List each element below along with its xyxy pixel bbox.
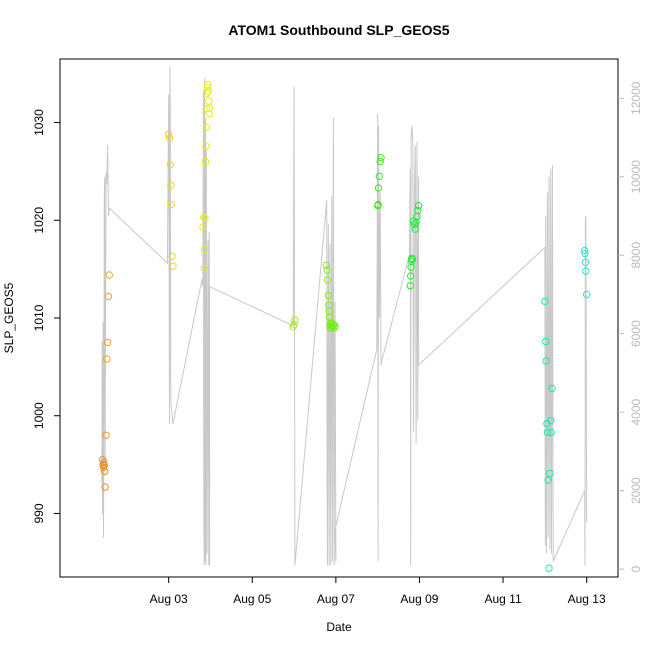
x-tick-label-0: Aug 03 (150, 592, 188, 606)
data-point-71 (414, 201, 423, 210)
data-point-50 (329, 321, 338, 329)
data-point-54 (374, 200, 382, 209)
data-point-34 (205, 104, 214, 112)
x-axis-label: Date (326, 620, 352, 634)
data-point-70 (414, 206, 422, 215)
plot-frame (59, 58, 619, 578)
data-point-4 (100, 461, 109, 470)
data-point-80 (547, 416, 555, 425)
data-point-36 (290, 321, 298, 329)
data-point-67 (411, 225, 419, 233)
data-point-25 (202, 142, 210, 150)
y2-tick-label-2: 4000 (629, 399, 643, 426)
data-point-11 (105, 271, 114, 279)
data-point-33 (205, 110, 213, 118)
data-point-86 (582, 267, 590, 275)
y2-tick-label-4: 8000 (629, 242, 643, 269)
data-point-87 (583, 290, 591, 299)
data-point-56 (375, 172, 383, 181)
x-axis: Aug 03 Aug 05 Aug 07 Aug 09 Aug 11 Aug 13 (150, 577, 606, 606)
data-point-40 (323, 276, 332, 284)
data-point-3 (100, 458, 108, 467)
data-point-57 (376, 157, 384, 166)
data-point-41 (324, 291, 332, 300)
data-point-58 (377, 154, 385, 162)
data-point-37 (291, 316, 299, 324)
altitude-lines (101, 66, 588, 566)
x-tick-label-5: Aug 13 (568, 592, 606, 606)
y-tick-label-2: 1010 (32, 304, 46, 331)
y2-tick-label-5: 10000 (629, 160, 643, 194)
data-point-31 (204, 87, 213, 96)
data-point-30 (204, 80, 212, 89)
data-point-15 (167, 181, 175, 189)
data-point-68 (412, 218, 420, 226)
data-point-74 (542, 357, 550, 365)
y2-axis: 0 2000 4000 6000 8000 10000 12000 (618, 81, 643, 572)
data-point-66 (410, 220, 419, 228)
data-point-85 (581, 258, 590, 266)
data-point-39 (323, 266, 331, 274)
data-point-76 (543, 428, 552, 437)
y-tick-label-3: 1020 (32, 207, 46, 234)
data-point-8 (103, 355, 111, 363)
y-axis-label: SLP_GEOS5 (2, 282, 16, 353)
data-point-79 (546, 469, 554, 478)
y2-tick-label-0: 0 (629, 565, 643, 572)
data-point-84 (581, 249, 589, 258)
data-point-72 (541, 297, 549, 306)
data-point-13 (165, 134, 174, 142)
data-point-60 (407, 272, 415, 280)
data-point-73 (542, 337, 550, 346)
y-tick-label-4: 1030 (32, 109, 46, 136)
x-tick-label-3: Aug 09 (400, 592, 438, 606)
data-point-9 (103, 338, 112, 347)
y-tick-label-0: 990 (32, 503, 46, 523)
data-point-16 (167, 200, 175, 209)
data-point-26 (202, 123, 211, 132)
data-point-78 (545, 564, 553, 572)
data-point-17 (168, 252, 176, 261)
data-point-43 (325, 307, 333, 315)
data-point-22 (200, 245, 209, 254)
data-point-64 (408, 255, 417, 264)
altitude-line-0 (101, 66, 588, 566)
x-tick-label-1: Aug 05 (233, 592, 271, 606)
data-points (98, 80, 591, 572)
data-point-6 (101, 483, 109, 491)
data-point-82 (548, 384, 556, 393)
y2-tick-label-1: 2000 (629, 477, 643, 504)
data-point-38 (322, 261, 330, 269)
data-point-52 (331, 322, 339, 330)
data-point-32 (205, 97, 213, 105)
data-point-12 (165, 130, 173, 139)
x-tick-label-4: Aug 11 (484, 592, 521, 606)
data-point-83 (580, 246, 589, 255)
data-point-20 (200, 213, 208, 222)
data-point-55 (374, 184, 383, 192)
data-point-10 (104, 292, 113, 301)
data-point-29 (203, 83, 212, 92)
data-point-21 (200, 264, 208, 272)
data-point-24 (201, 157, 210, 166)
data-point-7 (102, 431, 110, 439)
data-point-81 (547, 428, 555, 437)
data-point-59 (406, 282, 414, 290)
data-point-14 (166, 160, 175, 169)
data-point-18 (169, 262, 177, 270)
data-point-77 (544, 476, 552, 484)
y-axis: 990 1000 1010 1020 1030 (32, 109, 60, 523)
y-tick-label-1: 1000 (32, 402, 46, 429)
y2-tick-label-3: 6000 (629, 320, 643, 347)
chart-title: ATOM1 Southbound SLP_GEOS5 (228, 22, 449, 38)
data-point-23 (201, 214, 209, 223)
data-point-5 (101, 467, 109, 476)
y2-tick-label-6: 12000 (629, 81, 643, 115)
x-tick-label-2: Aug 07 (317, 592, 355, 606)
data-point-19 (199, 223, 207, 231)
